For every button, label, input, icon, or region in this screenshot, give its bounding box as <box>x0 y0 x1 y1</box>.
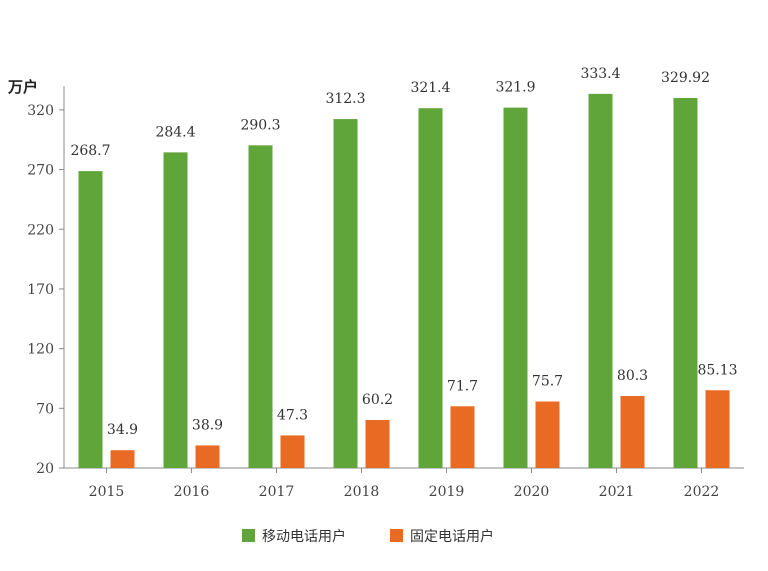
x-axis-ticks: 2015 2016 2017 2018 2019 2020 2021 2022 <box>89 468 720 500</box>
mobile-users-bar <box>673 98 698 469</box>
y-axis-unit-label: 万户 <box>7 78 38 96</box>
y-tick-label: 20 <box>36 461 54 477</box>
x-tick-label: 2020 <box>514 484 550 500</box>
y-axis-ticks: 20 70 120 170 220 270 320 <box>27 103 64 477</box>
fixed-line-users-bar <box>110 450 135 468</box>
x-tick-label: 2018 <box>344 484 380 500</box>
fixed-line-users-bar <box>280 435 305 468</box>
mobile-users-value-label: 268.7 <box>70 143 110 159</box>
fixed-line-users-value-label: 71.7 <box>447 378 478 394</box>
fixed-line-users-value-label: 60.2 <box>362 392 393 408</box>
mobile-users-value-label: 329.92 <box>661 70 710 86</box>
x-tick-label: 2016 <box>174 484 210 500</box>
x-tick-label: 2017 <box>259 484 295 500</box>
fixed-line-users-bar <box>365 420 390 468</box>
x-tick-label: 2022 <box>684 484 720 500</box>
mobile-users-bar <box>163 152 188 468</box>
x-tick-label: 2019 <box>429 484 465 500</box>
x-tick-label: 2015 <box>89 484 125 500</box>
legend-label-fixed-line: 固定电话用户 <box>410 528 494 545</box>
legend: 移动电话用户 固定电话用户 <box>242 528 494 545</box>
mobile-users-bar <box>588 93 613 468</box>
y-tick-label: 170 <box>27 282 54 298</box>
mobile-users-value-label: 312.3 <box>325 91 365 107</box>
fixed-line-users-value-label: 38.9 <box>192 417 223 433</box>
bars: 268.7 34.9 284.4 38.9 290.3 47.3 312.3 60.2 321.… <box>70 66 738 469</box>
fixed-line-users-value-label: 80.3 <box>617 368 648 384</box>
legend-swatch-fixed-line <box>390 529 403 542</box>
legend-swatch-mobile <box>242 529 255 542</box>
fixed-line-users-bar <box>535 401 560 468</box>
fixed-line-users-value-label: 47.3 <box>277 407 308 423</box>
fixed-line-users-value-label: 75.7 <box>532 374 563 390</box>
mobile-users-value-label: 321.4 <box>410 80 450 96</box>
fixed-line-users-bar <box>620 396 645 468</box>
y-tick-label: 220 <box>27 222 54 238</box>
mobile-users-bar <box>418 108 443 469</box>
mobile-users-bar <box>248 145 273 468</box>
mobile-users-bar <box>333 119 358 469</box>
fixed-line-users-value-label: 85.13 <box>697 362 737 378</box>
y-tick-label: 270 <box>27 163 54 179</box>
fixed-line-users-bar <box>195 445 220 468</box>
mobile-users-value-label: 290.3 <box>240 117 280 133</box>
y-tick-label: 70 <box>36 401 54 417</box>
fixed-line-users-bar <box>705 390 730 468</box>
legend-label-mobile: 移动电话用户 <box>262 528 346 545</box>
mobile-users-value-label: 321.9 <box>495 80 535 96</box>
mobile-users-value-label: 284.4 <box>155 124 195 140</box>
y-tick-label: 320 <box>27 103 54 119</box>
fixed-line-users-value-label: 34.9 <box>107 422 138 438</box>
fixed-line-users-bar <box>450 406 475 468</box>
mobile-users-value-label: 333.4 <box>580 66 620 82</box>
mobile-users-bar <box>503 107 528 468</box>
y-tick-label: 120 <box>27 342 54 358</box>
x-tick-label: 2021 <box>599 484 635 500</box>
mobile-users-bar <box>78 171 103 468</box>
